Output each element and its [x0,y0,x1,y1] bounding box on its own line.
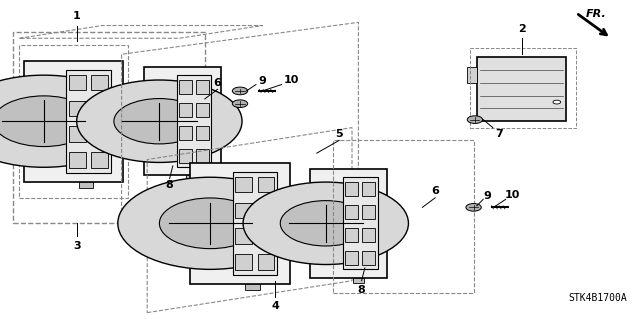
Bar [179,80,192,93]
Bar [19,45,128,198]
Circle shape [280,201,371,246]
Bar [186,175,198,181]
Bar [66,70,111,173]
Text: 8: 8 [166,180,173,190]
Circle shape [466,204,481,211]
Bar [236,177,252,192]
Bar [13,32,205,223]
Circle shape [118,177,303,269]
Text: 9: 9 [259,76,266,86]
Bar [362,251,376,265]
Bar [236,203,252,218]
Bar [362,228,376,242]
Bar [345,251,358,265]
Bar [191,163,290,284]
Bar [333,140,474,293]
Bar [345,228,358,242]
Circle shape [0,75,136,167]
Text: 7: 7 [495,129,503,139]
Text: 4: 4 [271,301,279,311]
Bar [69,75,86,90]
Bar [258,177,275,192]
Bar [69,100,86,116]
Bar [196,126,209,140]
Circle shape [159,198,261,249]
Text: STK4B1700A: STK4B1700A [568,293,627,303]
Bar [69,152,86,167]
Text: 6: 6 [431,186,439,197]
Bar [467,67,477,83]
Bar [177,75,211,167]
Circle shape [232,100,248,108]
Circle shape [553,100,561,104]
Text: 10: 10 [504,189,520,200]
Bar [179,103,192,117]
Text: 9: 9 [484,191,492,201]
Text: 6: 6 [214,78,221,88]
Bar [196,103,209,117]
Circle shape [467,116,483,123]
Bar [69,126,86,142]
Text: 8: 8 [358,285,365,295]
Bar [179,149,192,163]
Text: 3: 3 [73,241,81,251]
Bar [362,205,376,219]
Bar [362,182,376,196]
Circle shape [232,87,248,95]
Bar [245,284,260,290]
Bar [179,126,192,140]
Bar [258,203,275,218]
Text: FR.: FR. [586,9,606,19]
Bar [477,57,566,121]
Bar [353,278,364,283]
Bar [92,126,108,142]
Bar [258,254,275,270]
Circle shape [0,96,95,146]
Bar [343,177,378,269]
Bar [470,48,576,128]
Bar [236,228,252,244]
Bar [92,152,108,167]
Bar [92,100,108,116]
Circle shape [77,80,242,162]
Bar [232,172,277,275]
Bar [24,61,123,182]
Text: 1: 1 [73,11,81,21]
Bar [345,205,358,219]
Circle shape [243,182,408,264]
Bar [258,228,275,244]
Text: 10: 10 [284,75,299,85]
Bar [144,67,221,175]
Bar [236,254,252,270]
Bar [345,182,358,196]
Bar [310,169,387,278]
Bar [92,75,108,90]
Text: 5: 5 [335,129,343,139]
Bar [196,149,209,163]
Text: 2: 2 [518,24,525,34]
Bar [196,80,209,93]
Bar [79,182,93,188]
Circle shape [114,99,205,144]
